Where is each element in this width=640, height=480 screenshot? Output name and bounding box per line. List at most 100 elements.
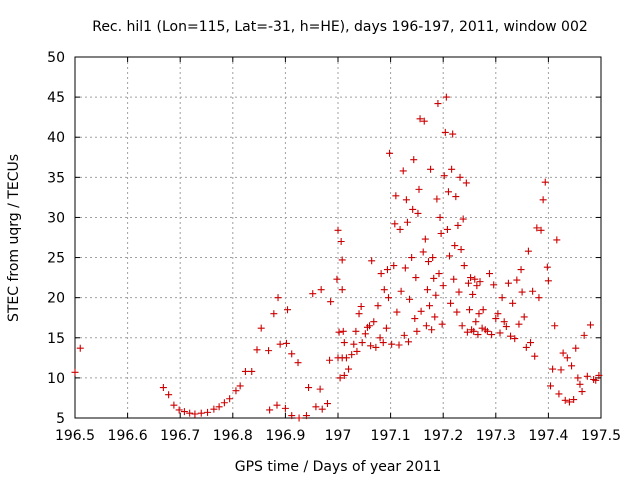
data-point <box>232 387 240 395</box>
data-point <box>535 294 543 302</box>
data-point <box>574 374 582 382</box>
data-point <box>241 367 249 375</box>
data-point <box>595 371 603 379</box>
data-point <box>466 306 473 314</box>
y-tick-label: 40 <box>47 130 65 146</box>
data-point <box>345 365 353 373</box>
data-point <box>390 262 398 270</box>
data-point <box>533 224 541 232</box>
data-point <box>555 390 563 398</box>
data-point <box>520 313 528 321</box>
data-point <box>470 327 478 335</box>
data-point <box>165 391 173 399</box>
data-point <box>226 395 234 403</box>
data-point <box>305 384 313 392</box>
data-point <box>416 115 424 123</box>
data-point <box>370 318 378 326</box>
data-point <box>376 334 384 342</box>
data-point <box>421 235 429 243</box>
data-point <box>462 179 470 187</box>
data-point <box>463 328 471 336</box>
data-point <box>467 274 475 282</box>
x-tick-label: 196.8 <box>213 428 253 444</box>
data-point <box>443 225 451 233</box>
data-point <box>265 347 273 355</box>
data-point <box>295 414 303 422</box>
y-tick-label: 5 <box>56 411 65 427</box>
data-point <box>551 322 559 330</box>
data-point <box>464 279 472 287</box>
data-point <box>565 398 573 406</box>
data-point <box>270 310 278 318</box>
data-point <box>210 405 218 413</box>
data-point <box>469 290 477 298</box>
x-tick-label: 196.6 <box>108 428 148 444</box>
data-point <box>507 332 515 340</box>
x-tick-label: 197.2 <box>423 428 463 444</box>
data-point <box>338 256 346 264</box>
data-point <box>537 226 545 234</box>
data-point <box>511 335 519 343</box>
data-point <box>420 117 428 125</box>
data-point <box>410 156 418 164</box>
y-tick-label: 15 <box>47 331 65 347</box>
data-point <box>357 302 365 310</box>
x-tick-label: 197.3 <box>476 428 516 444</box>
data-point <box>412 274 420 282</box>
data-point <box>386 149 394 157</box>
data-point <box>366 322 374 330</box>
data-point <box>284 306 292 314</box>
data-point <box>424 258 432 266</box>
data-point <box>441 128 449 136</box>
data-point <box>340 371 348 379</box>
data-point <box>449 130 457 138</box>
data-point <box>409 205 417 213</box>
data-point <box>281 404 289 412</box>
data-point <box>339 327 347 335</box>
data-point <box>479 306 487 314</box>
data-point <box>388 340 396 348</box>
data-point <box>456 173 464 181</box>
data-point <box>450 275 458 283</box>
data-point <box>384 294 392 302</box>
data-point <box>452 193 460 201</box>
data-point <box>448 165 456 173</box>
data-point <box>400 331 408 339</box>
data-point <box>572 344 580 352</box>
data-point <box>309 290 317 298</box>
data-point <box>460 262 468 270</box>
data-point <box>478 324 486 332</box>
data-point <box>559 349 567 357</box>
data-point <box>282 339 290 347</box>
data-point <box>406 295 414 303</box>
data-point <box>367 342 375 350</box>
data-point <box>502 323 510 331</box>
data-point <box>408 254 416 262</box>
data-point <box>561 396 569 404</box>
data-point <box>428 326 436 334</box>
data-point <box>191 410 199 418</box>
data-point <box>417 307 425 315</box>
data-point <box>337 238 345 246</box>
data-point <box>220 399 228 407</box>
data-point <box>253 346 261 354</box>
data-point <box>197 409 205 417</box>
data-point <box>515 320 523 328</box>
data-point <box>266 406 274 414</box>
data-point <box>368 257 376 265</box>
data-point <box>348 351 356 359</box>
data-point <box>472 318 480 326</box>
data-point <box>380 286 388 294</box>
data-point <box>426 302 434 310</box>
data-point <box>288 412 296 420</box>
data-point <box>483 327 491 335</box>
data-point <box>377 270 385 278</box>
data-point <box>488 331 496 339</box>
data-point <box>583 372 591 380</box>
data-point <box>444 188 452 196</box>
data-point <box>397 287 405 295</box>
y-tick-label: 45 <box>47 90 65 106</box>
data-point <box>159 384 167 392</box>
y-tick-label: 50 <box>47 50 65 66</box>
